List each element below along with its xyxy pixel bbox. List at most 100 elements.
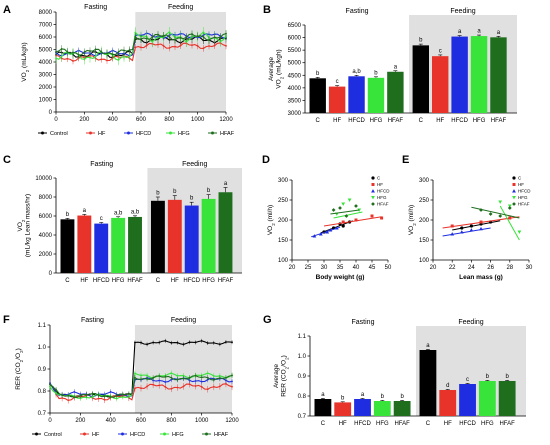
data-point — [61, 394, 64, 397]
data-point — [170, 387, 173, 390]
data-point — [55, 392, 57, 395]
x-tick-label: HFCD — [183, 278, 200, 284]
data-point — [450, 232, 455, 236]
legend-marker — [169, 131, 172, 135]
data-point — [168, 47, 171, 49]
data-point — [158, 375, 161, 378]
x-tick-label: 25 — [305, 265, 312, 271]
data-point — [91, 395, 94, 398]
y-tick-label: 6000 — [39, 214, 53, 220]
bar — [419, 350, 437, 416]
data-point — [194, 341, 197, 344]
series-c — [320, 220, 353, 234]
significance-label: c — [336, 79, 339, 85]
data-point — [191, 33, 193, 35]
data-point — [202, 35, 205, 38]
x-tick-label: C — [426, 421, 431, 427]
data-point — [103, 398, 106, 401]
legend-label: C — [377, 176, 381, 181]
data-point — [371, 176, 375, 180]
data-point — [331, 208, 336, 212]
data-point — [354, 218, 358, 222]
bar — [354, 399, 371, 416]
significance-label: a — [361, 392, 365, 398]
x-tick-label: 20 — [430, 265, 437, 271]
bar — [128, 216, 142, 273]
data-point — [134, 46, 137, 49]
data-point — [219, 40, 222, 43]
y-tick-label: 100 — [419, 258, 430, 264]
data-point — [512, 202, 516, 206]
y-tick-label: 1.0 — [38, 345, 47, 351]
data-point — [151, 40, 154, 43]
bar — [459, 384, 476, 416]
y-axis-label-line2: VO2 (mL/kgh) — [276, 49, 285, 88]
data-point — [140, 46, 142, 49]
series-hfg — [333, 198, 363, 219]
y-tick-label: 100 — [278, 258, 289, 264]
x-axis-label: Lean mass (g) — [459, 274, 503, 281]
panel-letter-e: E — [402, 154, 409, 166]
bar — [439, 390, 457, 416]
panel-b: 3000 3500 4000 4500 5000 5500 6000 6500 b Cc HF a,b… — [268, 8, 517, 124]
data-point — [103, 395, 106, 398]
legend-label: Control — [44, 432, 62, 438]
significance-label: b — [505, 374, 509, 380]
x-tick-label: HF — [339, 421, 347, 427]
x-tick-label: HFG — [370, 118, 383, 124]
legend-label: HFG — [377, 195, 387, 200]
y-tick-label: 5500 — [288, 48, 302, 54]
series-hfaf — [330, 204, 360, 218]
regression-line — [323, 216, 382, 227]
data-point — [72, 60, 74, 62]
data-point — [498, 200, 503, 204]
svg-text:B: B — [263, 4, 271, 16]
data-point — [176, 374, 179, 377]
data-point — [140, 378, 142, 381]
data-point — [512, 176, 516, 180]
data-point — [67, 399, 70, 402]
data-point — [182, 385, 185, 388]
y-tick-label: 200 — [278, 218, 289, 224]
data-point — [194, 385, 197, 387]
y-tick-label: 0 — [49, 110, 53, 116]
y-tick-label: 0.8 — [298, 394, 307, 400]
significance-label: b — [66, 212, 70, 218]
x-tick-label: 200 — [75, 418, 86, 424]
data-point — [371, 196, 375, 200]
x-tick-label: C — [316, 118, 321, 124]
data-point — [134, 35, 137, 38]
x-tick-label: C — [156, 278, 161, 284]
data-point — [188, 341, 191, 344]
data-point — [123, 49, 125, 52]
data-point — [146, 378, 148, 380]
bar — [111, 217, 126, 273]
data-point — [140, 374, 142, 377]
data-point — [66, 57, 69, 60]
data-point — [225, 32, 227, 35]
x-tick-label: HF — [436, 118, 444, 124]
data-point — [145, 37, 148, 40]
data-point — [196, 35, 199, 38]
y-tick-label: 1.1 — [298, 334, 307, 340]
legend-marker — [41, 131, 44, 135]
data-point — [479, 226, 483, 231]
bar — [167, 199, 182, 273]
x-tick-label: HF — [444, 421, 452, 427]
bar — [334, 402, 352, 416]
y-tick-label: 150 — [278, 238, 289, 244]
data-point — [121, 393, 124, 396]
data-point — [206, 342, 209, 344]
y-tick-label: 5000 — [39, 48, 53, 54]
data-point — [218, 343, 221, 346]
data-point — [212, 341, 215, 344]
data-point — [49, 383, 51, 386]
data-point — [206, 372, 209, 375]
y-tick-label: 6000 — [288, 36, 302, 42]
bar — [150, 200, 165, 273]
data-point — [66, 50, 69, 53]
data-point — [498, 214, 503, 218]
data-point — [185, 40, 188, 43]
